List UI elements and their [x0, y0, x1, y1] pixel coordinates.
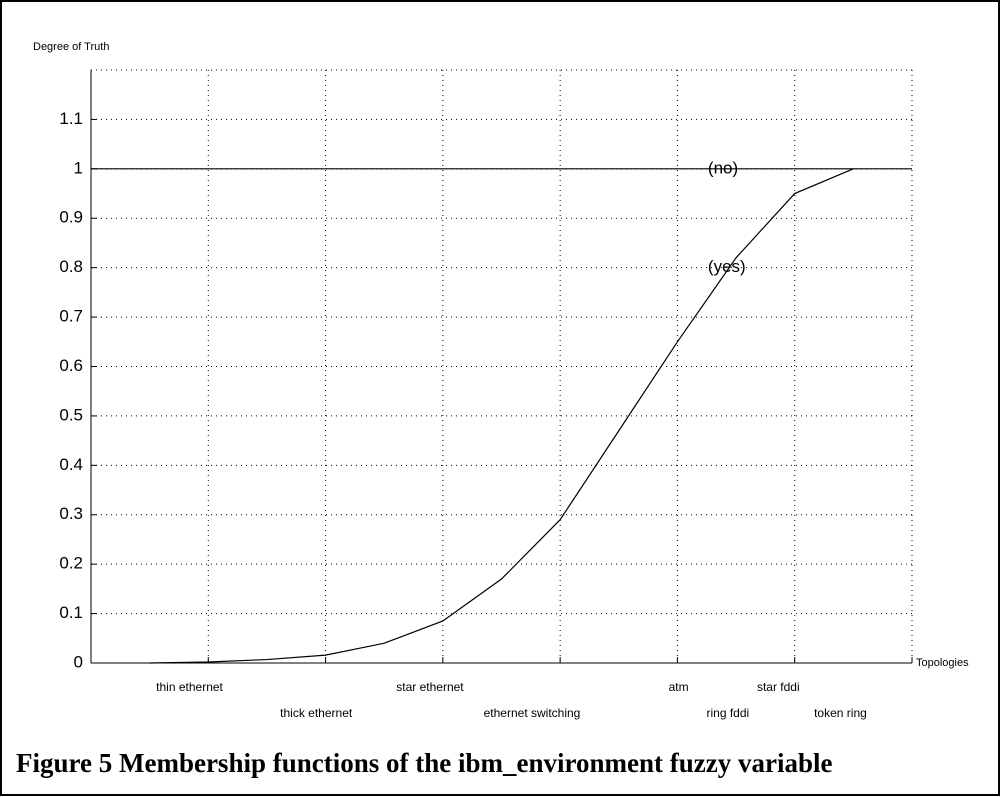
category-label: star ethernet — [396, 680, 464, 694]
y-tick-label: 0.1 — [59, 603, 83, 622]
category-label: token ring — [814, 706, 867, 720]
y-tick-label: 0.4 — [59, 455, 83, 474]
y-tick-label: 0.3 — [59, 504, 83, 523]
x-axis-label: Topologies — [916, 657, 969, 669]
annotation: (yes) — [708, 257, 746, 276]
category-label: thin ethernet — [156, 680, 223, 694]
category-label: star fddi — [757, 680, 800, 694]
y-tick-label: 0.5 — [59, 405, 83, 424]
y-tick-label: 0.9 — [59, 208, 83, 227]
category-label: ethernet switching — [484, 706, 581, 720]
y-tick-label: 0 — [74, 652, 83, 671]
annotation: (no) — [708, 158, 738, 177]
line — [149, 168, 854, 664]
caption: Figure 5 Membership functions of the ibm… — [16, 748, 832, 778]
category-label: thick ethernet — [280, 706, 353, 720]
y-axis-label: Degree of Truth — [33, 41, 109, 53]
y-tick-label: 1.1 — [59, 109, 83, 128]
category-label: ring fddi — [707, 706, 750, 720]
y-tick-label: 0.2 — [59, 554, 83, 573]
y-tick-label: 0.8 — [59, 257, 83, 276]
category-label: atm — [669, 680, 689, 694]
y-tick-label: 0.6 — [59, 356, 83, 375]
y-tick-label: 0.7 — [59, 307, 83, 326]
y-tick-label: 1 — [74, 158, 83, 177]
